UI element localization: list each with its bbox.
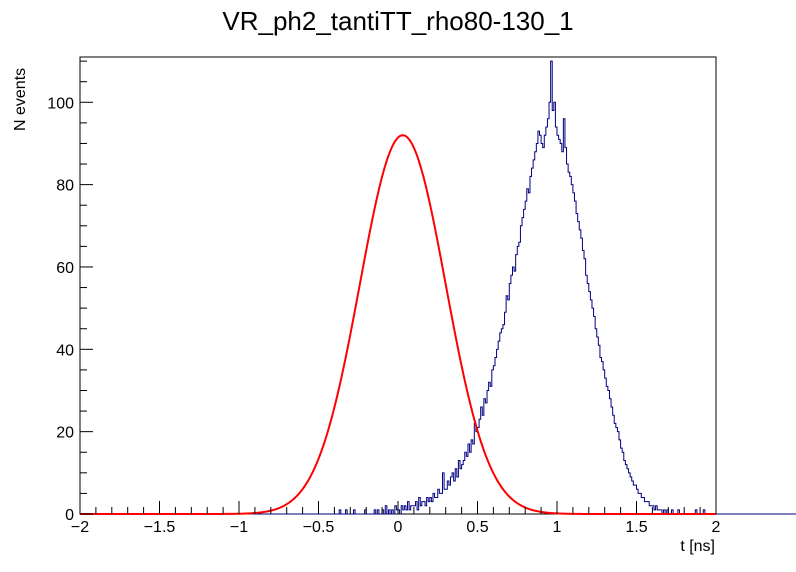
x-tick-label: −1.5 — [144, 519, 176, 536]
chart-title: VR_ph2_tantiTT_rho80-130_1 — [222, 6, 574, 36]
histogram-line — [80, 60, 796, 515]
x-tick-label: 2 — [712, 519, 721, 536]
x-tick-label: −1 — [230, 519, 248, 536]
y-tick-label: 80 — [56, 178, 74, 195]
fit-curve-series — [80, 134, 716, 515]
x-tick-label: 0.5 — [466, 519, 488, 536]
histogram-series — [80, 60, 796, 515]
x-tick-label: −2 — [71, 519, 89, 536]
y-tick-label: 20 — [56, 425, 74, 442]
y-tick-label: 100 — [47, 95, 74, 112]
y-axis-label: N events — [12, 67, 29, 131]
x-tick-label: 1.5 — [625, 519, 647, 536]
y-tick-label: 60 — [56, 260, 74, 277]
x-tick-label: 1 — [553, 519, 562, 536]
y-tick-label: 40 — [56, 342, 74, 359]
x-axis-label: t [ns] — [680, 538, 715, 555]
gaussian-fit-line — [80, 134, 716, 515]
y-tick-label: 0 — [65, 507, 74, 524]
x-tick-label: −0.5 — [303, 519, 335, 536]
x-tick-label: 0 — [394, 519, 403, 536]
axis-ticks — [79, 60, 717, 515]
